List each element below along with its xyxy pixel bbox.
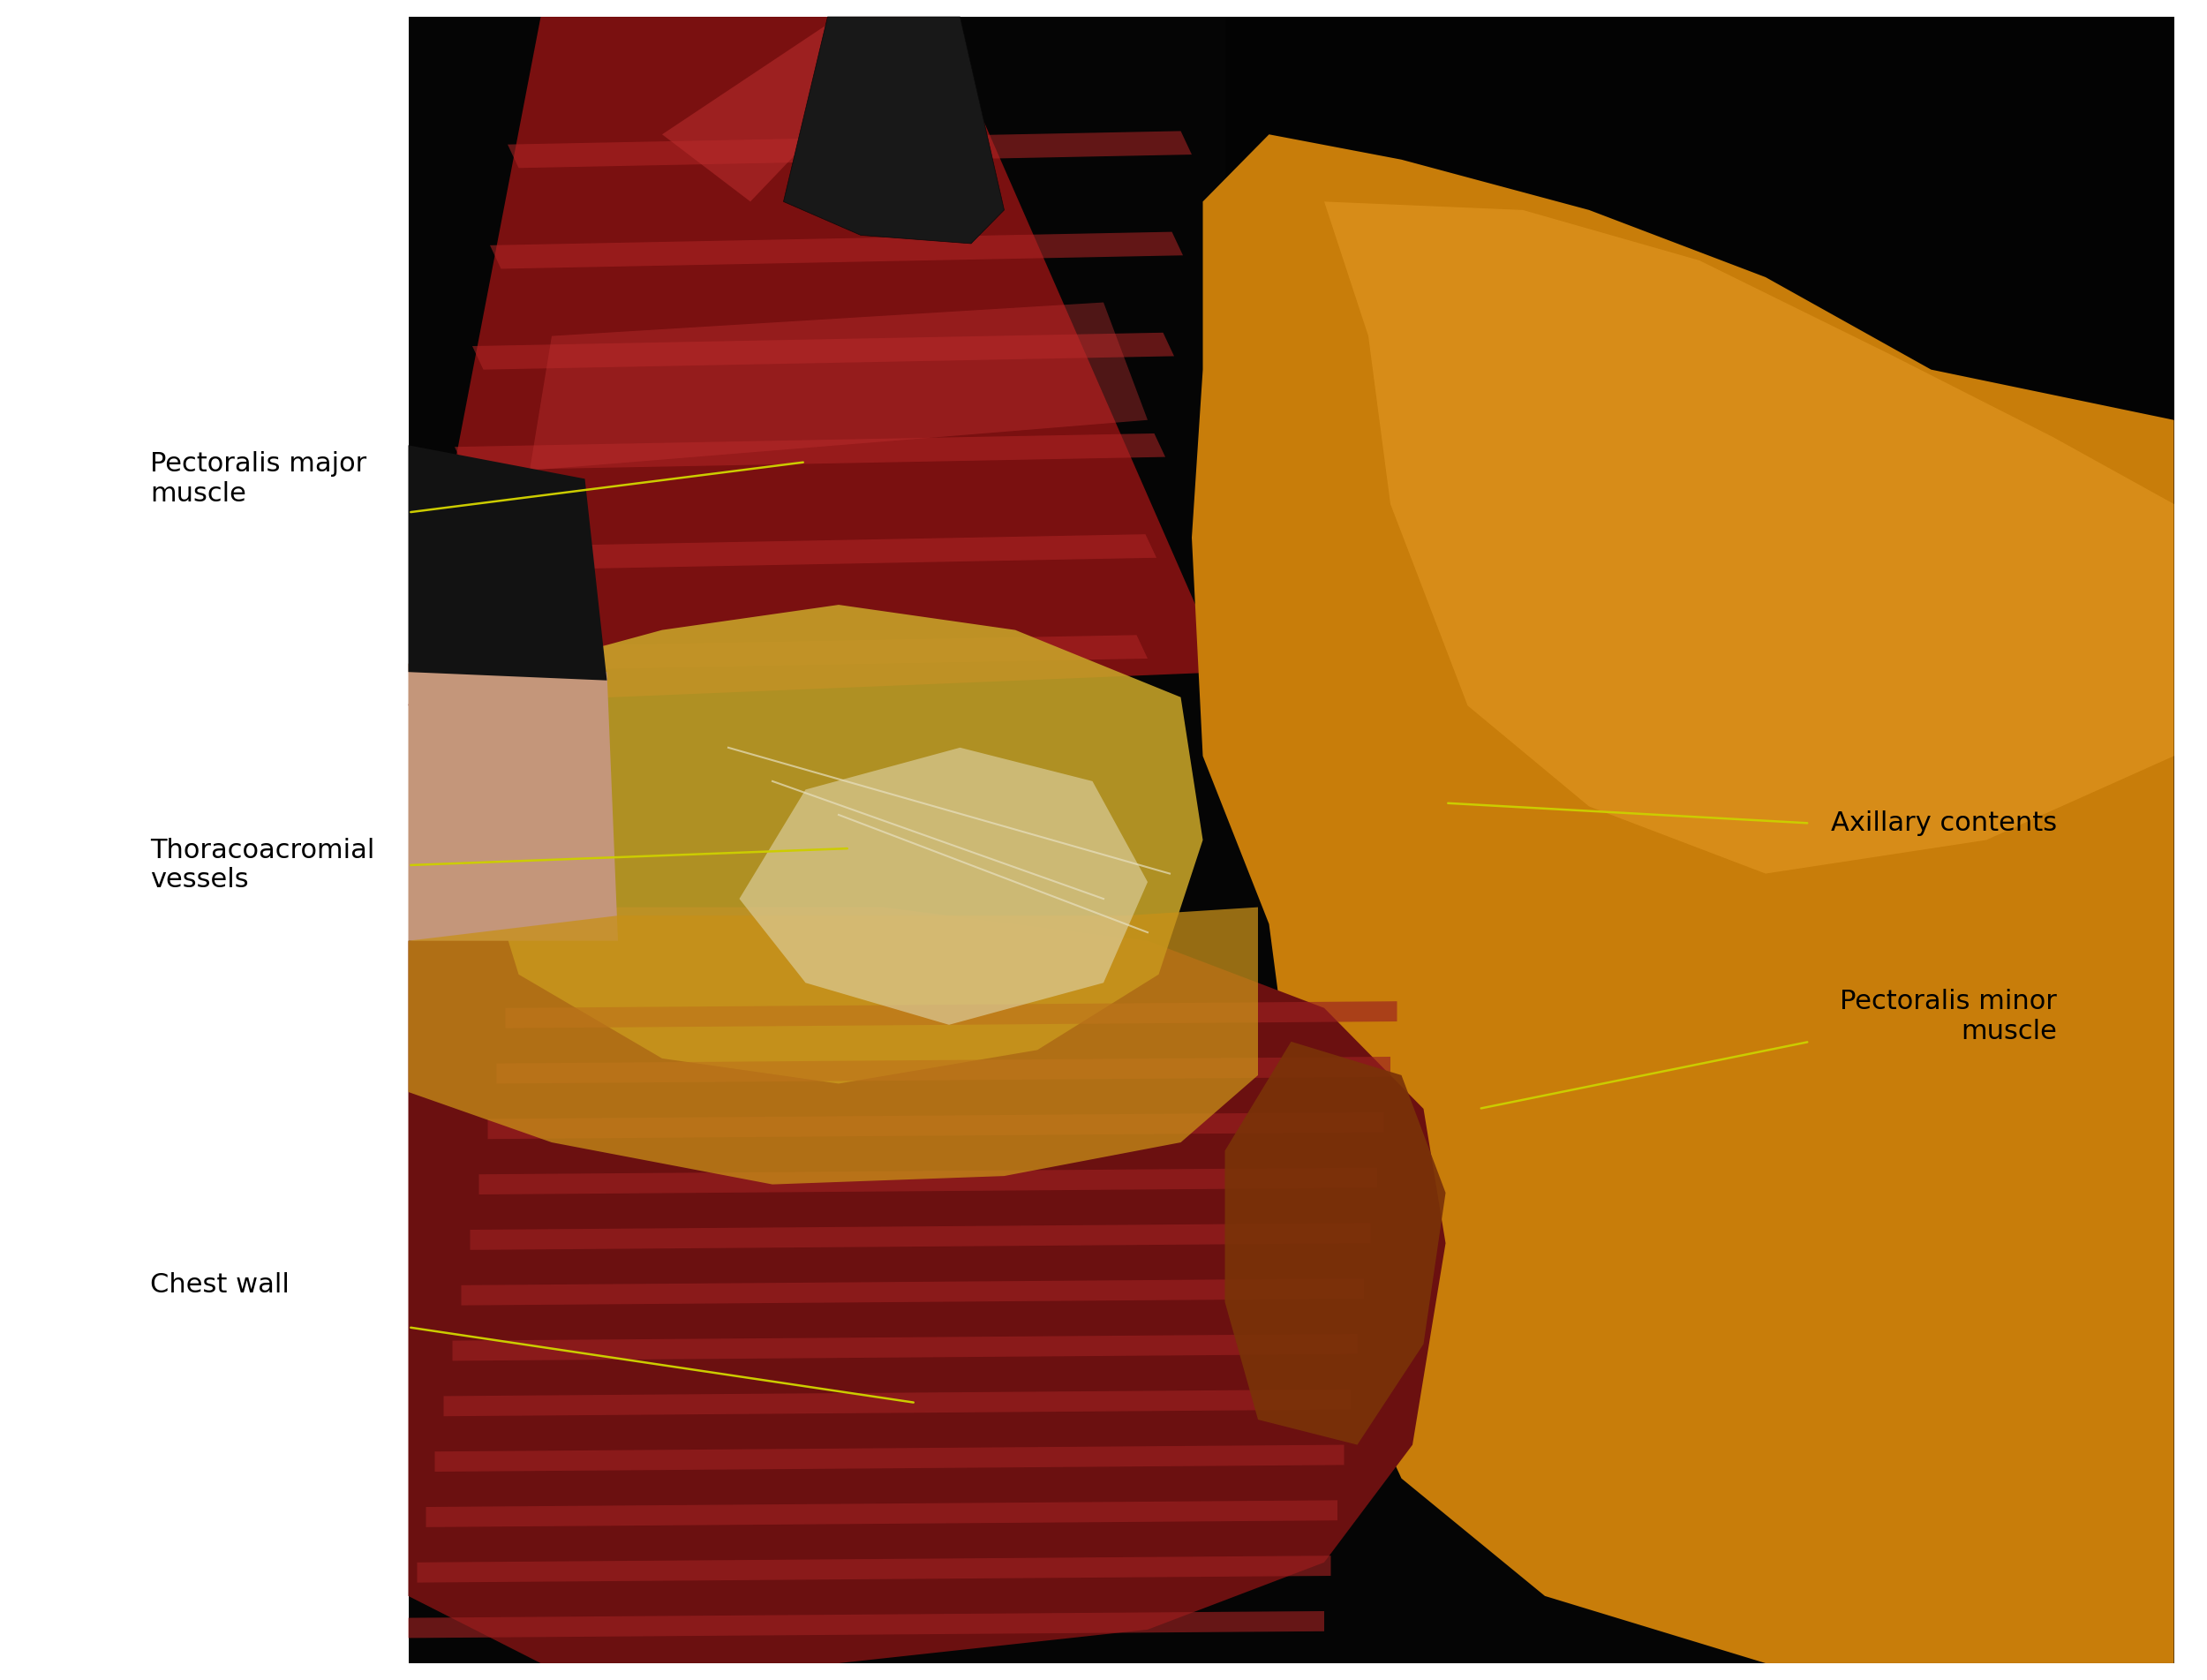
Polygon shape (408, 907, 1258, 1184)
Polygon shape (444, 1389, 1351, 1416)
Polygon shape (783, 17, 1004, 244)
Polygon shape (505, 1001, 1397, 1028)
Text: Axillary contents: Axillary contents (1832, 810, 2057, 837)
Polygon shape (530, 302, 1148, 470)
Polygon shape (437, 534, 1156, 571)
Text: Thoracoacromial
vessels: Thoracoacromial vessels (150, 838, 375, 892)
Polygon shape (461, 1278, 1364, 1305)
Polygon shape (739, 748, 1148, 1025)
Polygon shape (435, 1445, 1344, 1472)
Polygon shape (662, 17, 927, 202)
Text: Pectoralis minor
muscle: Pectoralis minor muscle (1841, 990, 2057, 1043)
Polygon shape (419, 635, 1148, 672)
Polygon shape (455, 433, 1165, 470)
Polygon shape (1225, 17, 2174, 672)
Polygon shape (508, 131, 1192, 168)
Polygon shape (1225, 1042, 1446, 1445)
Polygon shape (479, 1168, 1377, 1194)
Polygon shape (408, 445, 607, 680)
Polygon shape (475, 605, 1203, 1084)
Polygon shape (472, 333, 1174, 370)
Polygon shape (408, 664, 618, 941)
Polygon shape (1192, 134, 2174, 1663)
Polygon shape (452, 1334, 1357, 1361)
Polygon shape (426, 1500, 1337, 1527)
Polygon shape (488, 1112, 1384, 1139)
Polygon shape (497, 1057, 1390, 1084)
Polygon shape (470, 1223, 1371, 1250)
Polygon shape (417, 1556, 1331, 1583)
Polygon shape (408, 17, 1225, 706)
Polygon shape (1324, 202, 2174, 874)
Polygon shape (408, 907, 1446, 1663)
Text: Chest wall: Chest wall (150, 1272, 289, 1299)
Polygon shape (408, 1611, 1324, 1638)
Polygon shape (490, 232, 1183, 269)
Bar (408, 17, 2174, 1663)
Text: Pectoralis major
muscle: Pectoralis major muscle (150, 452, 366, 506)
